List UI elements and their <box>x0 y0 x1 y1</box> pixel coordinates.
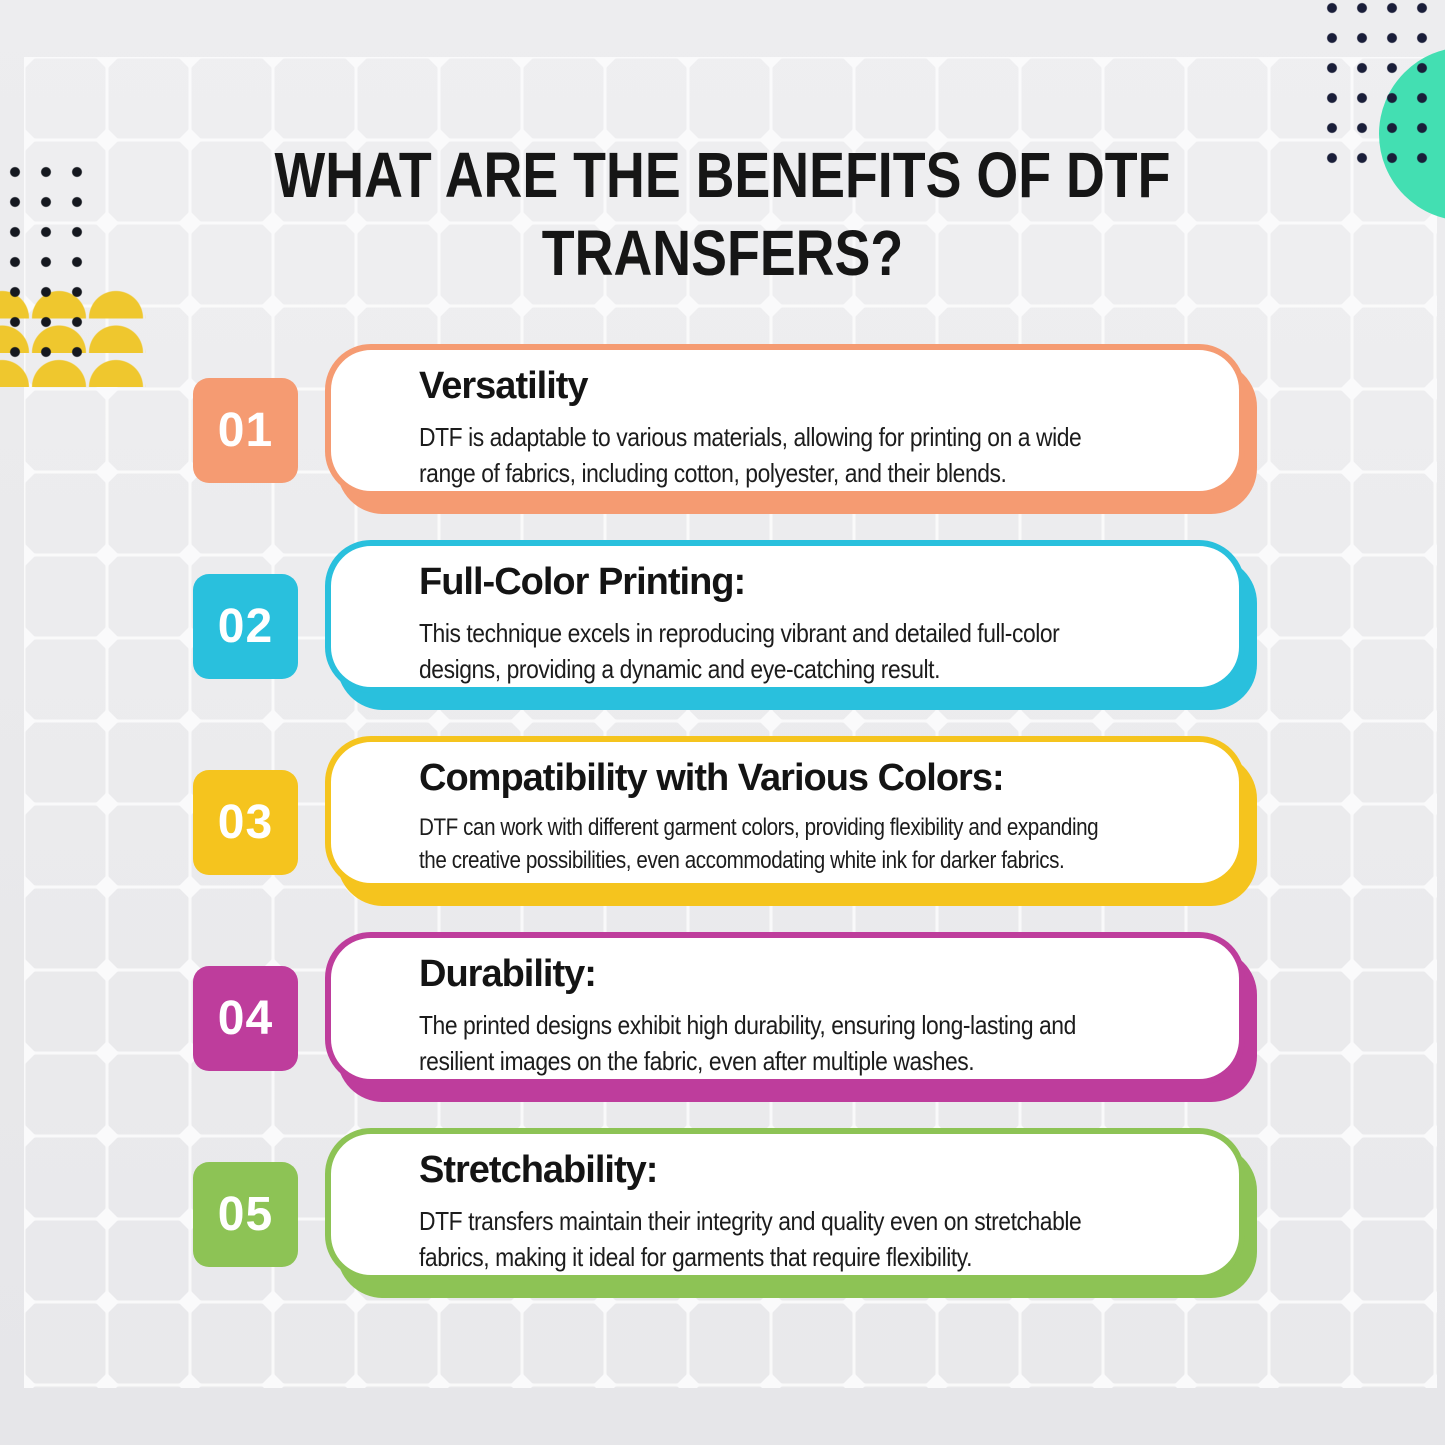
benefit-number-badge: 01 <box>193 378 298 483</box>
benefit-number-badge: 02 <box>193 574 298 679</box>
benefit-row-versatility: 01 Versatility DTF is adaptable to vario… <box>0 344 1445 509</box>
benefit-number-badge: 05 <box>193 1162 298 1267</box>
benefit-title: Full-Color Printing: <box>419 561 746 603</box>
benefit-description: This technique excels in reproducing vib… <box>419 617 1060 685</box>
benefit-number: 03 <box>217 796 274 849</box>
benefit-description: DTF can work with different garment colo… <box>419 813 1099 875</box>
benefit-card: Durability: The printed designs exhibit … <box>325 932 1245 1085</box>
benefit-number: 04 <box>217 992 274 1045</box>
benefit-description: DTF is adaptable to various materials, a… <box>419 421 1082 489</box>
benefit-description: The printed designs exhibit high durabil… <box>419 1009 1076 1077</box>
benefit-number: 01 <box>217 404 274 457</box>
dots-grid-right-icon <box>1325 1 1438 173</box>
benefit-number: 05 <box>217 1188 274 1241</box>
benefit-title: Compatibility with Various Colors: <box>419 757 1005 799</box>
benefit-card: Compatibility with Various Colors: DTF c… <box>325 736 1245 889</box>
benefit-description: DTF transfers maintain their integrity a… <box>419 1205 1082 1273</box>
benefit-title: Stretchability: <box>419 1149 658 1191</box>
benefit-number: 02 <box>217 600 274 653</box>
benefit-number-badge: 04 <box>193 966 298 1071</box>
benefit-title: Versatility <box>419 365 589 407</box>
benefit-card: Stretchability: DTF transfers maintain t… <box>325 1128 1245 1281</box>
dots-grid-left-icon <box>8 165 90 365</box>
benefit-number-badge: 03 <box>193 770 298 875</box>
benefit-title: Durability: <box>419 953 597 995</box>
benefit-row-compatibility: 03 Compatibility with Various Colors: DT… <box>0 736 1445 901</box>
page-title: WHAT ARE THE BENEFITS OF DTF TRANSFERS? <box>274 139 1171 290</box>
benefit-row-durability: 04 Durability: The printed designs exhib… <box>0 932 1445 1097</box>
benefit-card: Full-Color Printing: This technique exce… <box>325 540 1245 693</box>
benefit-card: Versatility DTF is adaptable to various … <box>325 344 1245 497</box>
benefit-row-stretchability: 05 Stretchability: DTF transfers maintai… <box>0 1128 1445 1293</box>
benefit-row-full-color-printing: 02 Full-Color Printing: This technique e… <box>0 540 1445 705</box>
